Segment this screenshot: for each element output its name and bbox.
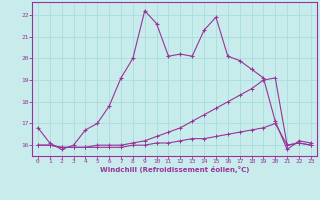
X-axis label: Windchill (Refroidissement éolien,°C): Windchill (Refroidissement éolien,°C) [100,166,249,173]
